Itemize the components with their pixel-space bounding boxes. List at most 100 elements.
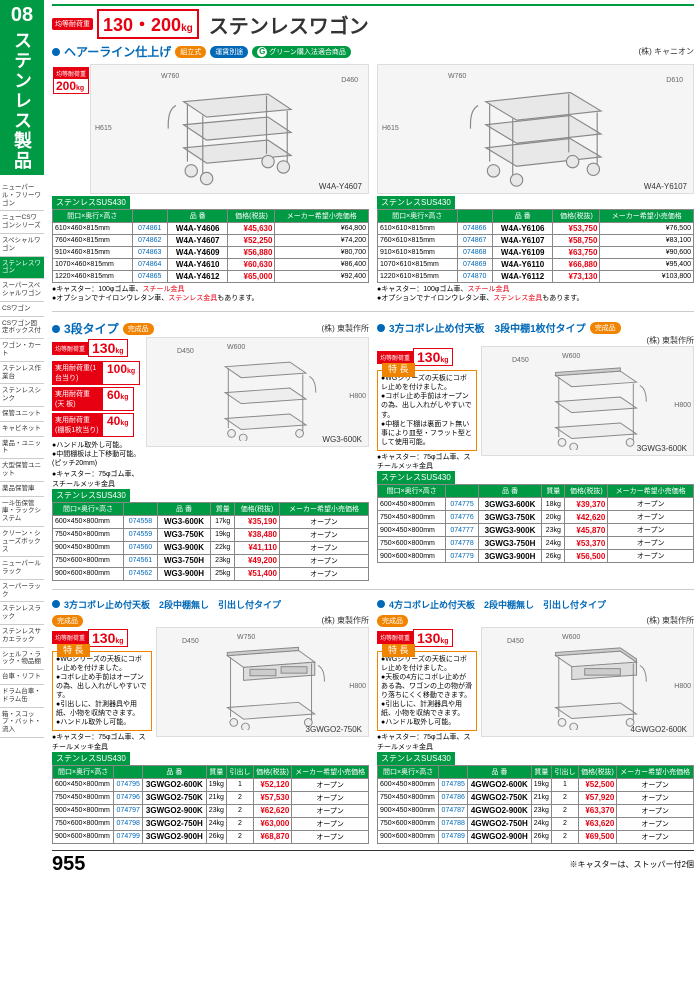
table-row: 750×450×800mm074559WG3-750K19kg¥38,480オー… bbox=[53, 528, 369, 541]
tag-complete: 完成品 bbox=[590, 322, 621, 334]
notes: ●キャスター：100φゴム車、スチール金具●オプションでナイロンウレタン車、ステ… bbox=[52, 285, 369, 303]
sidebar-list: ニューパール・フリーワゴンニューCSワゴンシリーズスペシャルワゴンステンレスワゴ… bbox=[0, 181, 44, 738]
sidebar-item[interactable]: ドラム台車・ドラム缶 bbox=[0, 685, 44, 708]
table-row: 750×600×800mm0747783GWG3-750H24kg¥53,370… bbox=[378, 537, 694, 550]
model-label: W4A-Y6107 bbox=[644, 182, 687, 191]
sidebar-item[interactable]: 薬品・ユニット bbox=[0, 437, 44, 460]
sidebar-item[interactable]: スーパースペシャルワゴン bbox=[0, 279, 44, 302]
section-title: ヘアーライン仕上げ bbox=[64, 43, 171, 60]
sidebar-item[interactable]: 一斗缶保管庫・ラックシステム bbox=[0, 497, 44, 527]
tag-complete: 完成品 bbox=[123, 323, 154, 335]
bullet-icon bbox=[377, 324, 385, 332]
caster-note: ●キャスター：75φゴム車、スチールメッキ金具 bbox=[52, 470, 142, 488]
model-label: 3GWG3-600K bbox=[637, 444, 687, 453]
model-label: 3GWGO2-750K bbox=[306, 725, 362, 734]
tag-complete: 完成品 bbox=[377, 615, 408, 627]
cart-icon bbox=[394, 71, 678, 186]
table-row: 750×450×800mm0747763GWG3-750K20kg¥42,620… bbox=[378, 511, 694, 524]
bullet-icon bbox=[52, 325, 60, 333]
sidebar-item[interactable]: 大型保管ユニット bbox=[0, 459, 44, 482]
sidebar-item[interactable]: クリーン・シューズボックス bbox=[0, 527, 44, 557]
chapter-number: 08 bbox=[2, 4, 42, 27]
table-row: 900×450×800mm074560WG3-900K22kg¥41,110オー… bbox=[53, 541, 369, 554]
table-row: 750×450×800mm0747864GWGO2-750K21kg2¥57,9… bbox=[378, 791, 694, 804]
footer-note: ※キャスターは、ストッパー付2個 bbox=[570, 859, 694, 870]
table-row: 1070×610×815mm074869W4A-Y6110¥66,880¥95,… bbox=[378, 259, 694, 271]
sidebar-item[interactable]: キャビネット bbox=[0, 422, 44, 437]
model-label: WG3-600K bbox=[322, 435, 362, 444]
cart-icon bbox=[105, 71, 354, 186]
tag-green: Gグリーン購入法適合商品 bbox=[252, 46, 351, 58]
material-bar: ステンレスSUS430 bbox=[52, 752, 130, 765]
notes: ●キャスター：100φゴム車、スチール金具●オプションでナイロンウレタン車、ステ… bbox=[377, 285, 694, 303]
maker-name: (株) 東製作所 bbox=[646, 336, 694, 345]
sidebar-item[interactable]: ステンレス作業台 bbox=[0, 362, 44, 385]
caster-note: ●キャスター：75φゴム車、スチールメッキ金具 bbox=[377, 453, 477, 471]
caster-note: ●キャスター：75φゴム車、スチールメッキ金具 bbox=[377, 733, 477, 751]
material-bar: ステンレスSUS430 bbox=[377, 471, 455, 484]
table-row: 760×460×815mm074862W4A-Y4607¥52,250¥74,2… bbox=[53, 235, 369, 247]
tag-complete: 完成品 bbox=[52, 615, 83, 627]
sidebar-item[interactable]: スーパーラック bbox=[0, 580, 44, 603]
product-image: W750 D450 H800 3GWGO2-750K bbox=[156, 627, 369, 737]
price-table-right: 間口×奥行×高さ品 番価格(税抜)メーカー希望小売価格610×610×815mm… bbox=[377, 209, 694, 283]
price-table-left: 間口×奥行×高さ品 番価格(税抜)メーカー希望小売価格610×460×815mm… bbox=[52, 209, 369, 283]
table-row: 760×610×815mm074867W4A-Y6107¥58,750¥83,1… bbox=[378, 235, 694, 247]
load-badge-small: 均等耐荷重200kg bbox=[53, 67, 89, 94]
sidebar-item[interactable]: 薬品保管庫 bbox=[0, 482, 44, 497]
product-image: W600 D450 H800 3GWG3-600K bbox=[481, 346, 694, 456]
table-row: 900×600×800mm0747894GWGO2-900H26kg2¥69,5… bbox=[378, 830, 694, 843]
chapter-title: ステンレス製品 bbox=[9, 31, 35, 171]
cart-icon bbox=[158, 344, 357, 441]
sidebar-item[interactable]: ステンレスワゴン bbox=[0, 257, 44, 280]
features: ●ハンドル取外し可能。●中間棚板は上下移動可能。(ピッチ20mm) bbox=[52, 441, 142, 468]
table-row: 750×600×800mm0747983GWGO2-750H24kg2¥63,0… bbox=[53, 817, 369, 830]
sidebar-item[interactable]: シェルフ・ラック・物品棚 bbox=[0, 648, 44, 671]
table-row: 750×450×800mm0747963GWGO2-750K21kg2¥57,5… bbox=[53, 791, 369, 804]
sidebar-item[interactable]: ステンレスサカエラック bbox=[0, 625, 44, 648]
table-row: 1220×610×815mm074870W4A-Y6112¥73,130¥103… bbox=[378, 271, 694, 283]
load-label: 均等耐荷重 bbox=[52, 18, 93, 30]
sidebar-item[interactable]: CSワゴン固定ボックス付 bbox=[0, 317, 44, 340]
price-table: 間口×奥行×高さ品 番質量引出し価格(税抜)メーカー希望小売価格600×450×… bbox=[52, 765, 369, 844]
load-value: 130・200kg bbox=[97, 9, 199, 39]
table-row: 600×450×800mm0747854GWGO2-600K19kg1¥52,5… bbox=[378, 778, 694, 791]
table-row: 900×450×800mm0747773GWG3-900K23kg¥45,870… bbox=[378, 524, 694, 537]
table-row: 900×600×800mm0747993GWGO2-900H26kg2¥68,8… bbox=[53, 830, 369, 843]
sidebar-item[interactable]: スペシャルワゴン bbox=[0, 234, 44, 257]
chapter-tab: 08 ステンレス製品 bbox=[0, 0, 44, 175]
sidebar-item[interactable]: ワゴン・カート bbox=[0, 339, 44, 362]
cart-icon bbox=[168, 633, 358, 730]
table-row: 600×450×800mm074558WG3-600K17kg¥35,190オー… bbox=[53, 515, 369, 528]
sidebar-item[interactable]: ニューパール・フリーワゴン bbox=[0, 181, 44, 211]
maker-name: (株) 東製作所 bbox=[646, 615, 694, 626]
sidebar: 08 ステンレス製品 ニューパール・フリーワゴンニューCSワゴンシリーズスペシャ… bbox=[0, 0, 44, 882]
main-content: 均等耐荷重 130・200kg ステンレスワゴン ヘアーライン仕上げ 組立式 運… bbox=[44, 0, 700, 882]
sidebar-item[interactable]: ステンレスシンク bbox=[0, 384, 44, 407]
sidebar-item[interactable]: ニューパールラック bbox=[0, 557, 44, 580]
feature-box: 特 長●WGシリーズの天板にコボレ止めを付けました。●コボレ止め手前はオープンの… bbox=[52, 651, 152, 732]
maker-name: (株) 東製作所 bbox=[321, 323, 369, 334]
sidebar-item[interactable]: ニューCSワゴンシリーズ bbox=[0, 211, 44, 234]
tag-shipping: 運賃別途 bbox=[210, 46, 248, 58]
table-row: 900×450×800mm0747874GWGO2-900K23kg2¥63,3… bbox=[378, 804, 694, 817]
sidebar-item[interactable]: CSワゴン bbox=[0, 302, 44, 317]
section-hairline: ヘアーライン仕上げ 組立式 運賃別途 Gグリーン購入法適合商品 (株) キャニオ… bbox=[52, 43, 694, 303]
load-badge: 均等耐荷重130kg bbox=[52, 339, 142, 357]
sidebar-item[interactable]: 箱・スコップ・バット・流入 bbox=[0, 708, 44, 738]
feature-box: 特 長●WGシリーズの天板にコボレ止めを付けました。●天板の4方にコボレ止めがあ… bbox=[377, 651, 477, 732]
table-row: 900×600×800mm074562WG3-900H25kg¥51,400オー… bbox=[53, 567, 369, 580]
price-table: 間口×奥行×高さ品 番質量価格(税抜)メーカー希望小売価格600×450×800… bbox=[377, 484, 694, 563]
sidebar-item[interactable]: 保管ユニット bbox=[0, 407, 44, 422]
bullet-icon bbox=[52, 600, 60, 608]
price-table: 間口×奥行×高さ品 番質量引出し価格(税抜)メーカー希望小売価格600×450×… bbox=[377, 765, 694, 844]
table-row: 610×460×815mm074861W4A-Y4606¥45,630¥64,8… bbox=[53, 223, 369, 235]
sidebar-item[interactable]: ステンレスラック bbox=[0, 602, 44, 625]
section-title: 3段タイプ bbox=[64, 320, 119, 337]
cart-icon bbox=[493, 633, 683, 730]
sidebar-item[interactable]: 台車・リフト bbox=[0, 670, 44, 685]
price-table: 間口×奥行×高さ品 番質量価格(税抜)メーカー希望小売価格600×450×800… bbox=[52, 502, 369, 581]
model-label: 4GWGO2-600K bbox=[631, 725, 687, 734]
material-bar: ステンレスSUS430 bbox=[377, 752, 455, 765]
material-bar: ステンレスSUS430 bbox=[52, 489, 130, 502]
